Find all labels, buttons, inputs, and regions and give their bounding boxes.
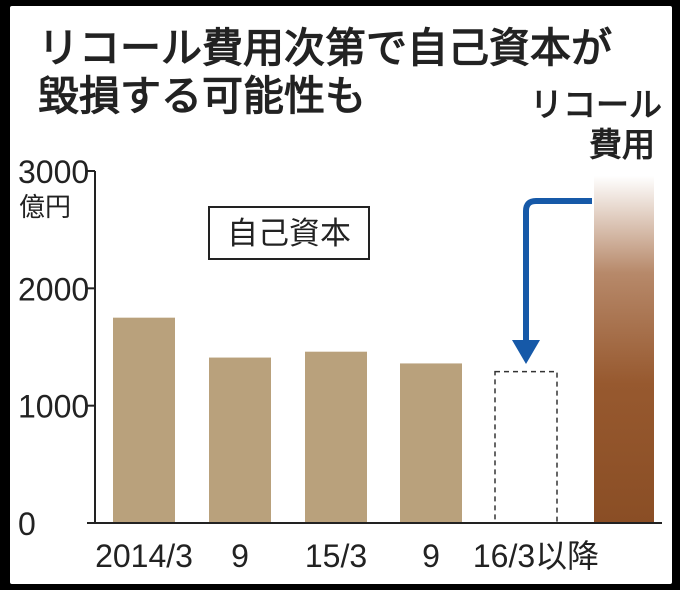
x-tick-label-3: 9 [422, 538, 440, 574]
recall-cost-bar [594, 175, 654, 523]
recall-cost-label-line-1: リコール [530, 86, 662, 123]
axes [87, 170, 662, 524]
y-tick-label-0: 0 [18, 506, 36, 542]
y-tick-label-3000: 3000 [18, 154, 89, 190]
chart-title-line-2: 毀損する可能性も [38, 72, 366, 120]
y-tick-labels: 3000 2000 1000 0 [18, 154, 89, 542]
legend-frame [208, 206, 370, 260]
legend-label: 自己資本 [227, 216, 351, 251]
recall-cost-label-line-2: 費用 [589, 126, 655, 163]
x-tick-label-4: 16/3以降 [473, 538, 599, 574]
x-tick-label-2: 15/3 [305, 538, 367, 574]
arrow-line [523, 198, 592, 340]
chart-title-line-1: リコール費用次第で自己資本が [38, 24, 612, 72]
bar-2 [305, 351, 367, 523]
bars-group [113, 317, 558, 524]
y-axis-unit: 億円 [19, 192, 71, 222]
x-tick-label-0: 2014/3 [95, 538, 193, 574]
legend-box: 自己資本 [208, 206, 370, 260]
bar-0 [113, 317, 175, 523]
y-tick-label-2000: 2000 [18, 271, 89, 307]
bar-3 [400, 363, 462, 523]
x-tick-labels: 2014/3 9 15/3 9 16/3以降 [95, 538, 599, 574]
y-tick-label-1000: 1000 [18, 389, 89, 425]
projected-bar [494, 370, 558, 524]
x-tick-label-1: 9 [231, 538, 249, 574]
arrow-head [512, 340, 540, 364]
bar-1 [209, 357, 271, 523]
